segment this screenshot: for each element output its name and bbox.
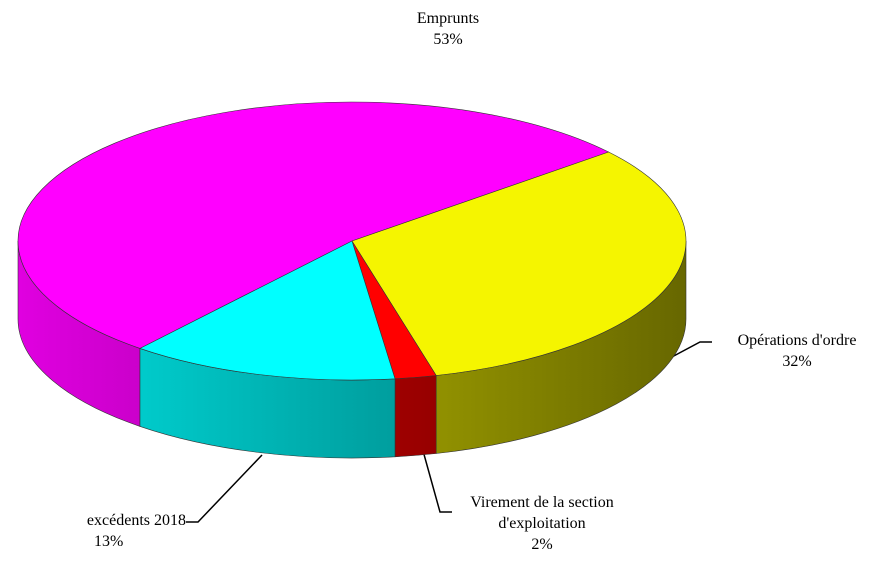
category-label: Opérations d'ordre <box>737 332 857 349</box>
slice-label: Virement de la section d'exploitation 2% <box>452 492 632 555</box>
slice <box>351 151 687 376</box>
slice-label: Emprunts 53% <box>368 8 528 50</box>
value-label: 32% <box>782 353 812 370</box>
leader-line <box>419 439 452 513</box>
leader-line <box>669 341 712 359</box>
category-label: Virement de la section d'exploitation <box>470 494 614 532</box>
value-label: 13% <box>94 533 124 550</box>
slice-label: excédents 2018 13% <box>16 510 186 552</box>
slice <box>17 101 610 349</box>
value-label: 53% <box>433 31 463 48</box>
slice-label: Opérations d'ordre 32% <box>712 330 882 372</box>
slice-side <box>394 375 437 458</box>
category-label: excédents 2018 <box>86 512 186 529</box>
leader-line <box>186 454 263 523</box>
category-label: Emprunts <box>416 10 480 27</box>
slice <box>139 240 396 381</box>
value-label: 2% <box>531 536 553 553</box>
